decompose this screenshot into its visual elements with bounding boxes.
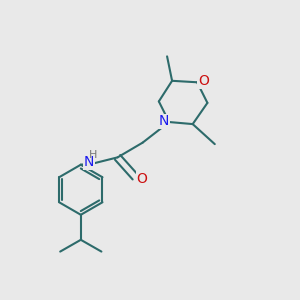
Text: H: H <box>88 150 97 160</box>
Text: O: O <box>198 74 209 88</box>
Text: N: N <box>159 114 169 128</box>
Text: N: N <box>84 155 94 169</box>
Text: O: O <box>136 172 147 186</box>
